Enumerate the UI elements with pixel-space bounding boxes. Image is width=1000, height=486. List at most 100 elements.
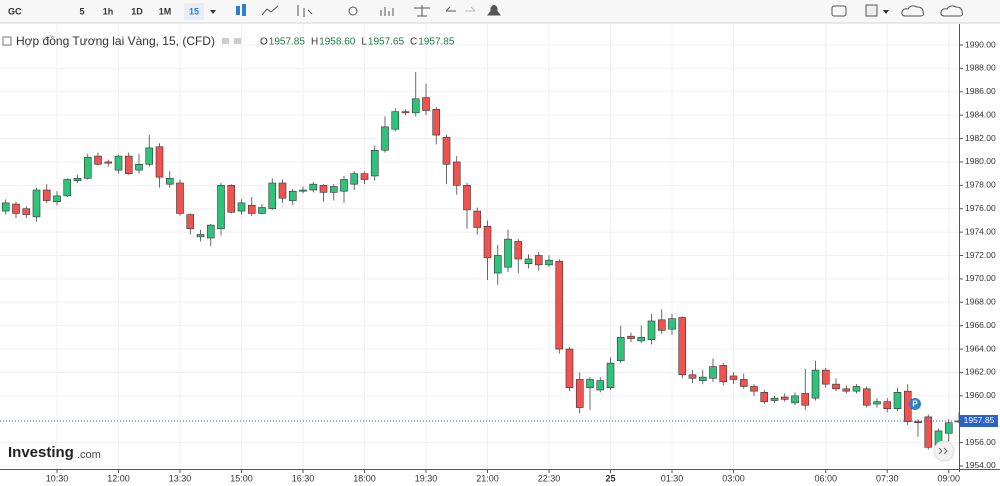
- settings-icon[interactable]: [348, 6, 358, 16]
- candle-body: [504, 238, 512, 268]
- x-tick-label: 22:30: [538, 473, 561, 483]
- candle-body: [924, 416, 933, 448]
- candle-body: [83, 156, 92, 179]
- redo-icon[interactable]: [465, 6, 476, 12]
- candle-body: [586, 379, 594, 388]
- candle-body: [370, 149, 379, 177]
- candle-body: [319, 185, 328, 193]
- last-price-label: 1957.85: [964, 415, 995, 425]
- candle-body: [258, 207, 266, 214]
- dropdown-arrow[interactable]: [210, 10, 216, 14]
- candle-body: [627, 335, 635, 339]
- last-price-box: [960, 414, 998, 427]
- y-tick-label: 1960.00: [965, 390, 996, 400]
- candle-body: [196, 234, 205, 238]
- area-icon[interactable]: [261, 5, 279, 16]
- candle-body: [811, 369, 820, 399]
- candle-body: [268, 182, 277, 210]
- grid: [0, 24, 959, 469]
- candle-body: [278, 182, 287, 199]
- ohlc-key: H: [311, 37, 318, 48]
- x-tick-label: 07:30: [876, 473, 899, 483]
- candle-body: [729, 375, 738, 380]
- interval-button[interactable]: 1M: [159, 6, 172, 16]
- candle-body: [483, 225, 492, 259]
- x-tick-label: 15:00: [230, 473, 253, 483]
- candle-body: [678, 317, 687, 376]
- interval-button[interactable]: 1D: [131, 6, 143, 16]
- x-tick-label: 25: [605, 473, 615, 483]
- y-tick-label: 1990.00: [965, 39, 996, 49]
- ohlc-key: O: [260, 37, 268, 48]
- undo-icon[interactable]: [445, 6, 456, 12]
- compare-icon[interactable]: [414, 5, 430, 17]
- series-icon[interactable]: [222, 38, 229, 44]
- bars-icon[interactable]: [297, 5, 313, 17]
- x-tick-label: 09:00: [937, 473, 960, 483]
- y-tick-label: 1968.00: [965, 297, 996, 307]
- candle-body: [391, 111, 400, 130]
- candle-body: [893, 392, 902, 409]
- ohlc-value: 1958.60: [319, 37, 356, 48]
- camera-icon[interactable]: [831, 5, 847, 17]
- y-tick-label: 1984.00: [965, 109, 996, 119]
- interval-button[interactable]: 5: [79, 6, 84, 16]
- candle-body: [842, 388, 851, 392]
- ohlc-value: 1957.85: [269, 37, 306, 48]
- scroll-button[interactable]: [933, 440, 955, 462]
- candle-body: [873, 401, 881, 405]
- candle-body: [411, 98, 420, 114]
- badge-label: P: [912, 400, 918, 409]
- badge[interactable]: [909, 398, 921, 410]
- candle-body: [698, 376, 707, 381]
- symbol[interactable]: GC: [8, 6, 22, 16]
- x-tick-label: 06:00: [814, 473, 837, 483]
- candle-icon[interactable]: [242, 4, 246, 16]
- interval-button[interactable]: 1h: [103, 6, 114, 16]
- interval-button[interactable]: 15: [189, 6, 199, 16]
- candle-body: [750, 386, 758, 392]
- x-tick-label: 10:30: [46, 473, 69, 483]
- candle-body: [299, 189, 307, 192]
- candle-body: [770, 397, 779, 401]
- candle-body: [227, 185, 236, 213]
- candle-body: [801, 393, 810, 406]
- candle-body: [32, 189, 41, 218]
- alert-icon[interactable]: [487, 5, 501, 16]
- candle-body: [709, 366, 717, 379]
- candle-body: [1, 202, 10, 212]
- candle-body: [760, 392, 769, 402]
- y-tick-label: 1954.00: [965, 460, 996, 470]
- logo: Investing .com: [8, 444, 101, 461]
- candle-body: [145, 147, 154, 165]
- candle-body: [944, 422, 953, 434]
- candle-body: [329, 186, 338, 193]
- candle-body: [217, 185, 225, 229]
- candle-body: [350, 173, 359, 185]
- x-tick-label: 13:30: [169, 473, 192, 483]
- candle-body: [381, 126, 389, 151]
- candle-body: [452, 161, 461, 186]
- y-tick-label: 1966.00: [965, 320, 996, 330]
- x-tick-label: 19:30: [415, 473, 438, 483]
- collapse-icon[interactable]: [2, 36, 12, 46]
- candle-body: [42, 189, 51, 201]
- candle-body: [545, 259, 553, 266]
- cloud-save-icon[interactable]: [940, 5, 964, 17]
- y-tick-label: 1986.00: [965, 86, 996, 96]
- candle-body: [124, 155, 133, 174]
- dropdown-arrow[interactable]: [883, 10, 889, 14]
- candle-body: [637, 337, 646, 342]
- cloud-load-icon[interactable]: [901, 5, 925, 17]
- candle-body: [862, 388, 871, 406]
- series-icon[interactable]: [234, 38, 241, 44]
- candle-body: [340, 179, 348, 192]
- y-axis-area: [960, 24, 1000, 472]
- indicator-icon[interactable]: [380, 7, 394, 16]
- candles: [1, 71, 963, 450]
- color-icon[interactable]: [865, 4, 878, 17]
- candle-body: [94, 155, 102, 165]
- candle-icon[interactable]: [236, 6, 240, 15]
